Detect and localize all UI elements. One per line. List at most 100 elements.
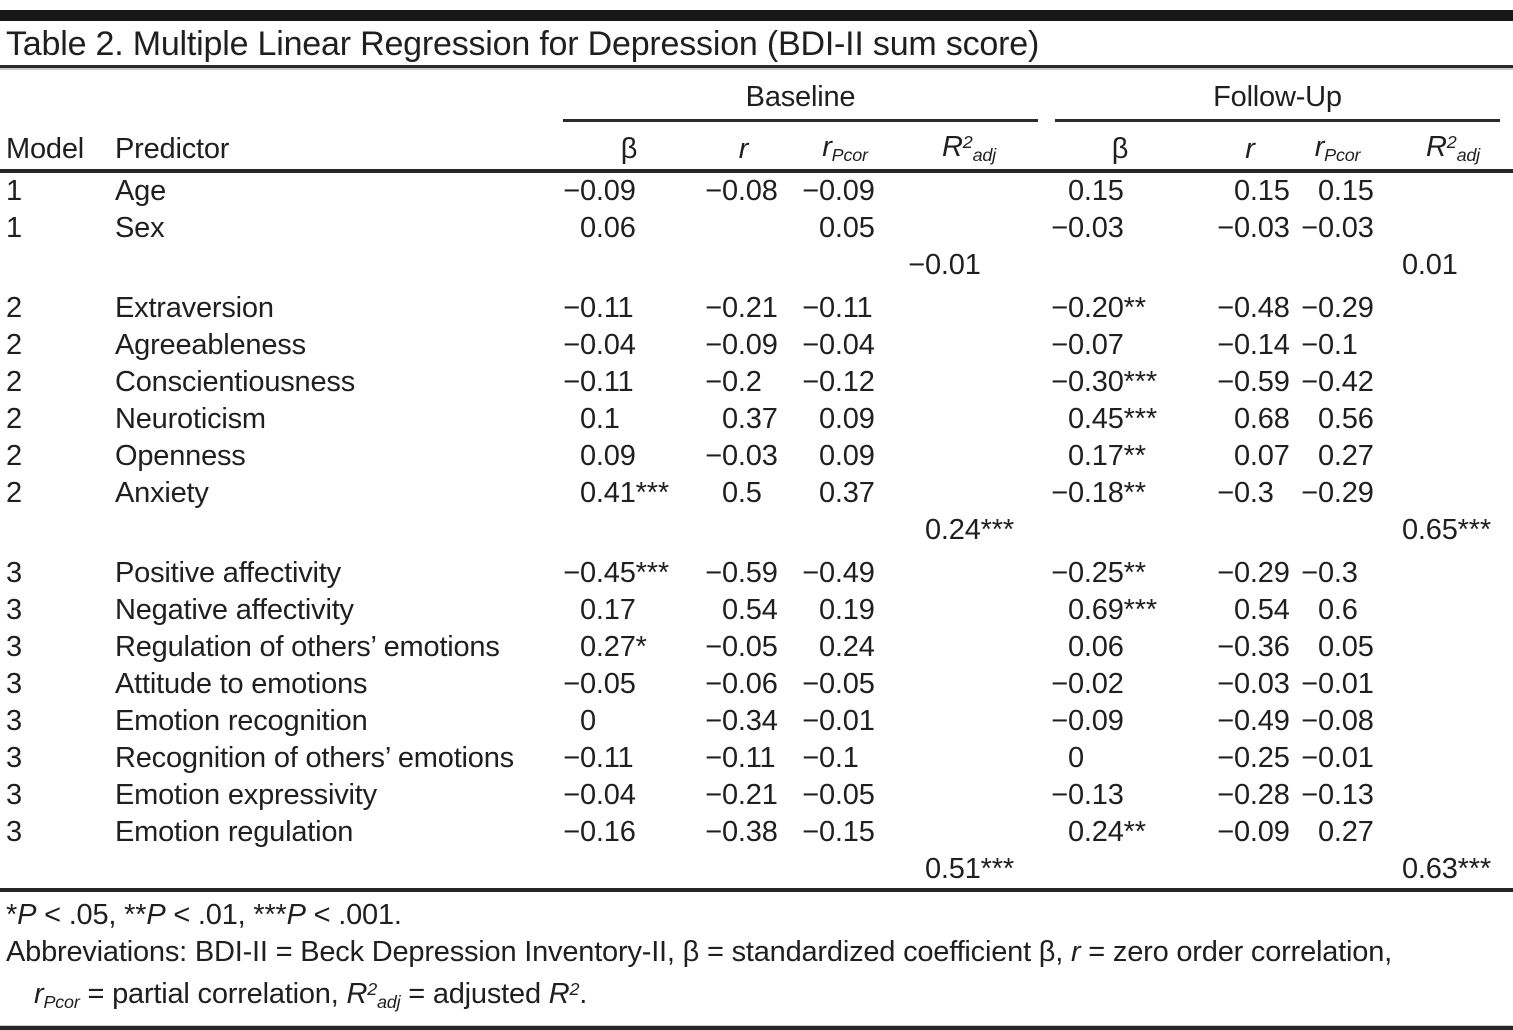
b-r-cell <box>695 247 792 284</box>
f-rpcor-cell: 0.56 <box>1318 403 1374 435</box>
table-row: 2 Openness 0.09 −0.03 0.09 0.17** 0.07 0.27 <box>0 438 1513 475</box>
f-beta-cell <box>1040 512 1200 549</box>
b-r-cell: −0.21 <box>705 292 778 324</box>
f-r2-cell <box>1375 814 1513 851</box>
b-beta-cell: 0.1 <box>580 403 620 435</box>
f-r-cell: −0.36 <box>1217 631 1290 663</box>
predictor-cell: Agreeableness <box>115 329 306 361</box>
b-rpcor-cell: 0.05 <box>819 212 875 244</box>
b-rpcor-cell <box>792 512 898 549</box>
f-rpcor-cell <box>1300 512 1375 549</box>
b-rpcor-cell: 0.19 <box>819 594 875 626</box>
b-rpcor-cell <box>792 851 898 888</box>
f-rpcor-cell: −0.29 <box>1301 477 1374 509</box>
f-r2-cell <box>1375 629 1513 666</box>
b-r-cell: 0.5 <box>722 477 762 509</box>
table-row: 0.24*** 0.65*** <box>0 512 1513 549</box>
model-cell: 3 <box>6 705 22 737</box>
b-beta-cell: −0.11 <box>563 292 634 324</box>
f-r2-cell <box>1375 592 1513 629</box>
b-beta-cell: 0 <box>580 705 596 737</box>
table-row: 3 Positive affectivity −0.45*** −0.59 −0.49 −… <box>0 555 1513 592</box>
f-r2-cell <box>1375 438 1513 475</box>
b-r-cell <box>695 210 792 247</box>
model-cell <box>0 247 110 284</box>
b-r-cell: −0.34 <box>705 705 778 737</box>
f-beta-cell: 0.15 <box>1068 175 1124 207</box>
f-beta-cell: 0 <box>1068 742 1084 774</box>
f-r2-cell <box>1375 666 1513 703</box>
f-rpcor-cell: −0.3 <box>1301 557 1358 589</box>
b-beta-cell: 0.06 <box>580 212 636 244</box>
b-r2-cell: −0.01 <box>908 249 981 281</box>
f-beta-cell: −0.13 <box>1051 779 1124 811</box>
f-beta-cell: −0.25** <box>1051 557 1146 589</box>
f-r-cell: −0.48 <box>1217 292 1290 324</box>
f-r2-cell <box>1375 401 1513 438</box>
f-r-cell: 0.68 <box>1234 403 1290 435</box>
b-r2-cell <box>898 438 1040 475</box>
title-rule-shadow <box>0 68 1513 70</box>
predictor-cell: Regulation of others’ emotions <box>115 631 500 663</box>
f-r2-cell <box>1375 475 1513 512</box>
table-header: Baseline Follow-Up Model Predictor β r r… <box>0 70 1513 169</box>
b-beta-cell: −0.11 <box>563 742 634 774</box>
b-r2-cell: 0.51*** <box>925 853 1014 885</box>
model-cell: 2 <box>6 477 22 509</box>
b-rpcor-cell: −0.01 <box>802 705 875 737</box>
f-r-cell <box>1200 851 1300 888</box>
f-rpcor-cell: −0.29 <box>1301 292 1374 324</box>
f-r2-cell: 0.65*** <box>1402 514 1491 546</box>
b-rpcor-cell: −0.15 <box>802 816 875 848</box>
f-r-cell: −0.09 <box>1217 816 1290 848</box>
b-beta-cell <box>563 247 695 284</box>
table-row: 2 Conscientiousness −0.11 −0.2 −0.12 −0.30***… <box>0 364 1513 401</box>
b-rpcor-cell: −0.04 <box>802 329 875 361</box>
model-cell: 2 <box>6 329 22 361</box>
table-row: 3 Negative affectivity 0.17 0.54 0.19 0.69***… <box>0 592 1513 629</box>
table-row: 3 Emotion expressivity −0.04 −0.21 −0.05 −0.1… <box>0 777 1513 814</box>
model-cell: 2 <box>6 366 22 398</box>
b-beta-cell: 0.27* <box>580 631 647 663</box>
f-r2-cell <box>1375 290 1513 327</box>
predictor-cell <box>110 247 563 284</box>
model-cell: 1 <box>6 212 22 244</box>
b-r2-cell <box>898 740 1040 777</box>
b-r2-cell <box>898 592 1040 629</box>
b-r2-cell <box>898 555 1040 592</box>
f-rpcor-cell: −0.01 <box>1301 742 1374 774</box>
model-cell: 2 <box>6 292 22 324</box>
b-beta-cell: −0.09 <box>563 175 636 207</box>
b-rpcor-cell: 0.37 <box>819 477 875 509</box>
followup-rpcor-header: rPcor <box>1314 130 1361 165</box>
title-rule <box>0 65 1513 68</box>
f-r2-cell <box>1375 703 1513 740</box>
header-rule <box>0 169 1513 173</box>
model-cell: 1 <box>6 175 22 207</box>
f-rpcor-cell: 0.15 <box>1318 175 1374 207</box>
b-r2-cell <box>898 666 1040 703</box>
f-r2-cell <box>1375 210 1513 247</box>
model-cell: 3 <box>6 557 22 589</box>
f-r-cell <box>1200 512 1300 549</box>
b-r-cell: −0.03 <box>705 440 778 472</box>
predictor-cell: Emotion recognition <box>115 705 368 737</box>
bottom-rule <box>0 1026 1513 1030</box>
baseline-r-header: r <box>738 133 749 165</box>
table-row: 3 Attitude to emotions −0.05 −0.06 −0.05 −0.0… <box>0 666 1513 703</box>
table-title: Table 2. Multiple Linear Regression for … <box>6 25 1040 63</box>
predictor-column-header: Predictor <box>115 133 230 165</box>
b-beta-cell: −0.05 <box>563 668 636 700</box>
f-r2-cell: 0.01 <box>1402 249 1458 281</box>
baseline-rpcor-header: rPcor <box>822 130 868 165</box>
footer-rule <box>0 888 1513 892</box>
predictor-cell: Sex <box>115 212 165 244</box>
f-r-cell: −0.28 <box>1217 779 1290 811</box>
f-r2-cell <box>1375 173 1513 210</box>
b-rpcor-cell <box>792 247 898 284</box>
b-r-cell: −0.05 <box>705 631 778 663</box>
f-beta-cell: 0.69*** <box>1068 594 1157 626</box>
b-r-cell: −0.08 <box>705 175 778 207</box>
b-rpcor-cell: −0.12 <box>802 366 875 398</box>
f-rpcor-cell: −0.13 <box>1301 779 1374 811</box>
